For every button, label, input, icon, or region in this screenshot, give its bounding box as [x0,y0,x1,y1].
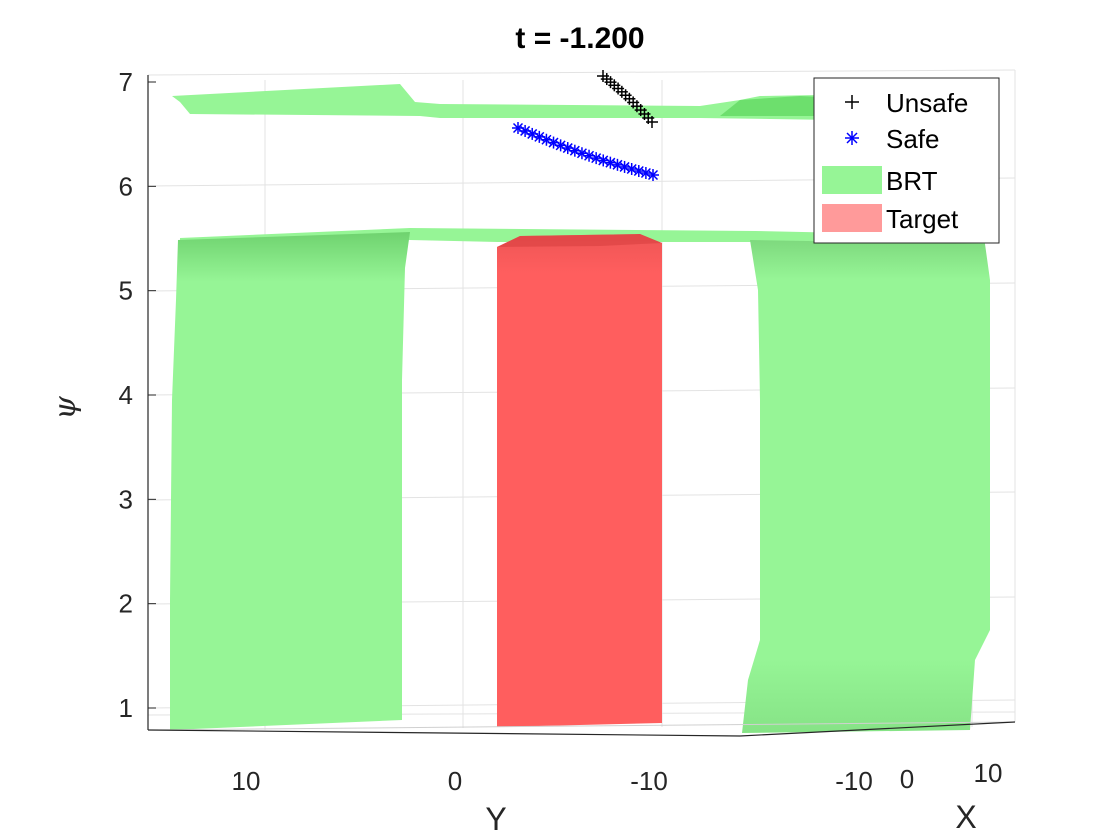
z-tick-label: 2 [119,589,133,619]
x-tick-label: 0 [900,764,914,794]
z-tick-label: 6 [119,171,133,201]
z-tick-label: 1 [119,693,133,723]
legend-marker-unsafe [845,95,859,109]
y-tick-label: 10 [232,766,261,796]
series-unsafe [597,70,658,128]
z-tick-label: 3 [119,484,133,514]
target-surface [497,234,662,727]
z-tick-label: 5 [119,276,133,306]
z-tick-label: 7 [119,67,133,97]
chart-title: t = -1.200 [515,22,644,55]
series-safe [512,122,659,181]
unsafe-marker [646,116,658,128]
brt-surface-left [170,232,410,730]
z-axis-label: ψ [48,396,83,420]
legend: Unsafe Safe BRT Target [813,77,1000,244]
legend-swatch-brt [822,166,882,194]
z-tick-labels: 1 2 3 4 5 6 7 [119,67,133,723]
legend-label-unsafe: Unsafe [886,88,968,118]
x-axis-label: X [955,799,976,835]
axes [147,75,1016,737]
brt-surface-right [742,240,990,733]
y-tick-label: 0 [448,766,462,796]
x-tick-label: -10 [835,766,873,796]
legend-label-safe: Safe [886,124,940,154]
legend-label-target: Target [886,204,959,234]
safe-marker [647,169,659,181]
legend-label-brt: BRT [886,166,938,196]
legend-swatch-target [822,204,882,232]
z-tick-label: 4 [119,380,133,410]
floor-outline [147,721,1016,731]
z-tick-marks [148,81,156,709]
y-axis-label: Y [485,801,506,837]
safe-marker [625,163,638,176]
legend-marker-safe [845,131,859,145]
safe-marker [632,165,645,178]
brt-surface-top [172,84,835,120]
y-tick-label: -10 [630,766,668,796]
safe-marker [639,167,652,180]
x-tick-label: 10 [974,758,1003,788]
